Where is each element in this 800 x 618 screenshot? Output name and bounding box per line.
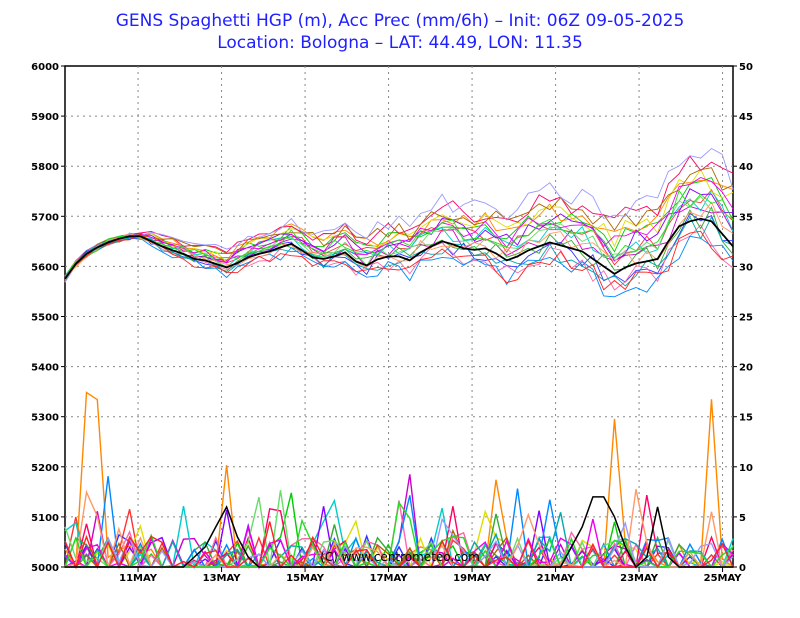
right-axis-ticks: 0 5 10 15 20 25 30 35 40 45 50: [733, 62, 753, 574]
x-tick-label-7: 25MAY: [704, 573, 743, 584]
hgp-series: [64, 147, 734, 298]
right-tick-label-0: 0: [739, 563, 746, 574]
precip-series: [64, 391, 734, 570]
right-tick-label-9: 45: [739, 112, 753, 123]
right-tick-label-2: 10: [739, 463, 753, 474]
x-tick-label-6: 23MAY: [620, 573, 659, 584]
hgp-member-line-11: [64, 235, 734, 298]
hgp-member-line-16: [64, 147, 734, 283]
left-axis-ticks: 5000 5100 5200 5300 5400 5500 5600 5700 5800 5900…: [31, 62, 65, 574]
right-tick-label-7: 35: [739, 212, 753, 223]
right-tick-label-4: 20: [739, 363, 753, 374]
left-tick-label-9: 5900: [31, 112, 59, 123]
right-tick-label-8: 40: [739, 162, 753, 173]
hgp-member-line-18: [64, 189, 734, 277]
left-tick-label-7: 5700: [31, 212, 59, 223]
left-tick-label-1: 5100: [31, 513, 59, 524]
chart-title: GENS Spaghetti HGP (m), Acc Prec (mm/6h)…: [116, 11, 685, 31]
left-tick-label-3: 5300: [31, 413, 59, 424]
plot-frame: [64, 65, 734, 568]
hgp-control-line: [64, 217, 734, 280]
right-tick-label-3: 15: [739, 413, 753, 424]
credit-text: (C) www.centrometeo.com: [320, 550, 480, 564]
hgp-member-line-9: [64, 155, 734, 282]
right-tick-label-1: 5: [739, 513, 746, 524]
x-tick-label-1: 13MAY: [203, 573, 242, 584]
grid: [65, 66, 733, 567]
left-tick-label-0: 5000: [31, 563, 59, 574]
chart-subtitle: Location: Bologna – LAT: 44.49, LON: 11.…: [217, 33, 583, 53]
right-tick-label-6: 30: [739, 262, 753, 273]
hgp-member-line-19: [64, 230, 734, 291]
left-tick-label-2: 5200: [31, 463, 59, 474]
precip-control-line: [65, 496, 733, 569]
x-tick-label-2: 15MAY: [286, 573, 325, 584]
left-tick-label-8: 5800: [31, 162, 59, 173]
hgp-member-line-7: [64, 224, 734, 291]
x-tick-label-4: 19MAY: [453, 573, 492, 584]
left-tick-label-6: 5600: [31, 262, 59, 273]
left-tick-label-4: 5400: [31, 363, 59, 374]
right-tick-label-10: 50: [739, 62, 753, 73]
hgp-member-line-5: [64, 190, 734, 277]
x-tick-label-3: 17MAY: [370, 573, 409, 584]
hgp-member-line-17: [64, 201, 734, 279]
control-series: [64, 217, 734, 569]
hgp-member-line-15: [64, 216, 734, 287]
x-tick-label-5: 21MAY: [537, 573, 576, 584]
hgp-member-line-12: [64, 167, 734, 282]
right-tick-label-5: 25: [739, 313, 753, 324]
left-tick-label-10: 6000: [31, 62, 59, 73]
x-tick-label-0: 11MAY: [119, 573, 158, 584]
left-tick-label-5: 5500: [31, 313, 59, 324]
x-axis-ticks: 11MAY 13MAY 15MAY 17MAY 19MAY 21MAY 23MAY 25MAY: [119, 567, 742, 584]
